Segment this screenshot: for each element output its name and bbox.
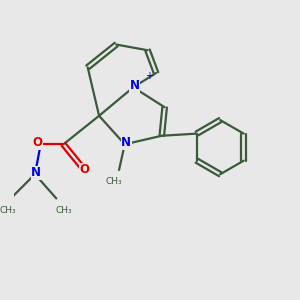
Text: O: O: [33, 136, 43, 149]
Text: O: O: [80, 164, 90, 176]
Text: N: N: [121, 136, 131, 149]
Text: +: +: [145, 71, 153, 82]
Text: N: N: [130, 80, 140, 92]
Text: N: N: [32, 166, 41, 179]
Text: CH₃: CH₃: [0, 206, 16, 214]
Text: CH₃: CH₃: [55, 206, 72, 214]
Text: CH₃: CH₃: [105, 177, 122, 186]
